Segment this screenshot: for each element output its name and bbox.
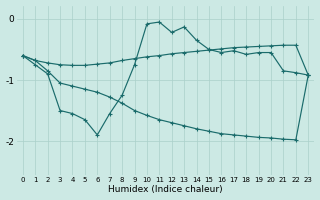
X-axis label: Humidex (Indice chaleur): Humidex (Indice chaleur) — [108, 185, 223, 194]
